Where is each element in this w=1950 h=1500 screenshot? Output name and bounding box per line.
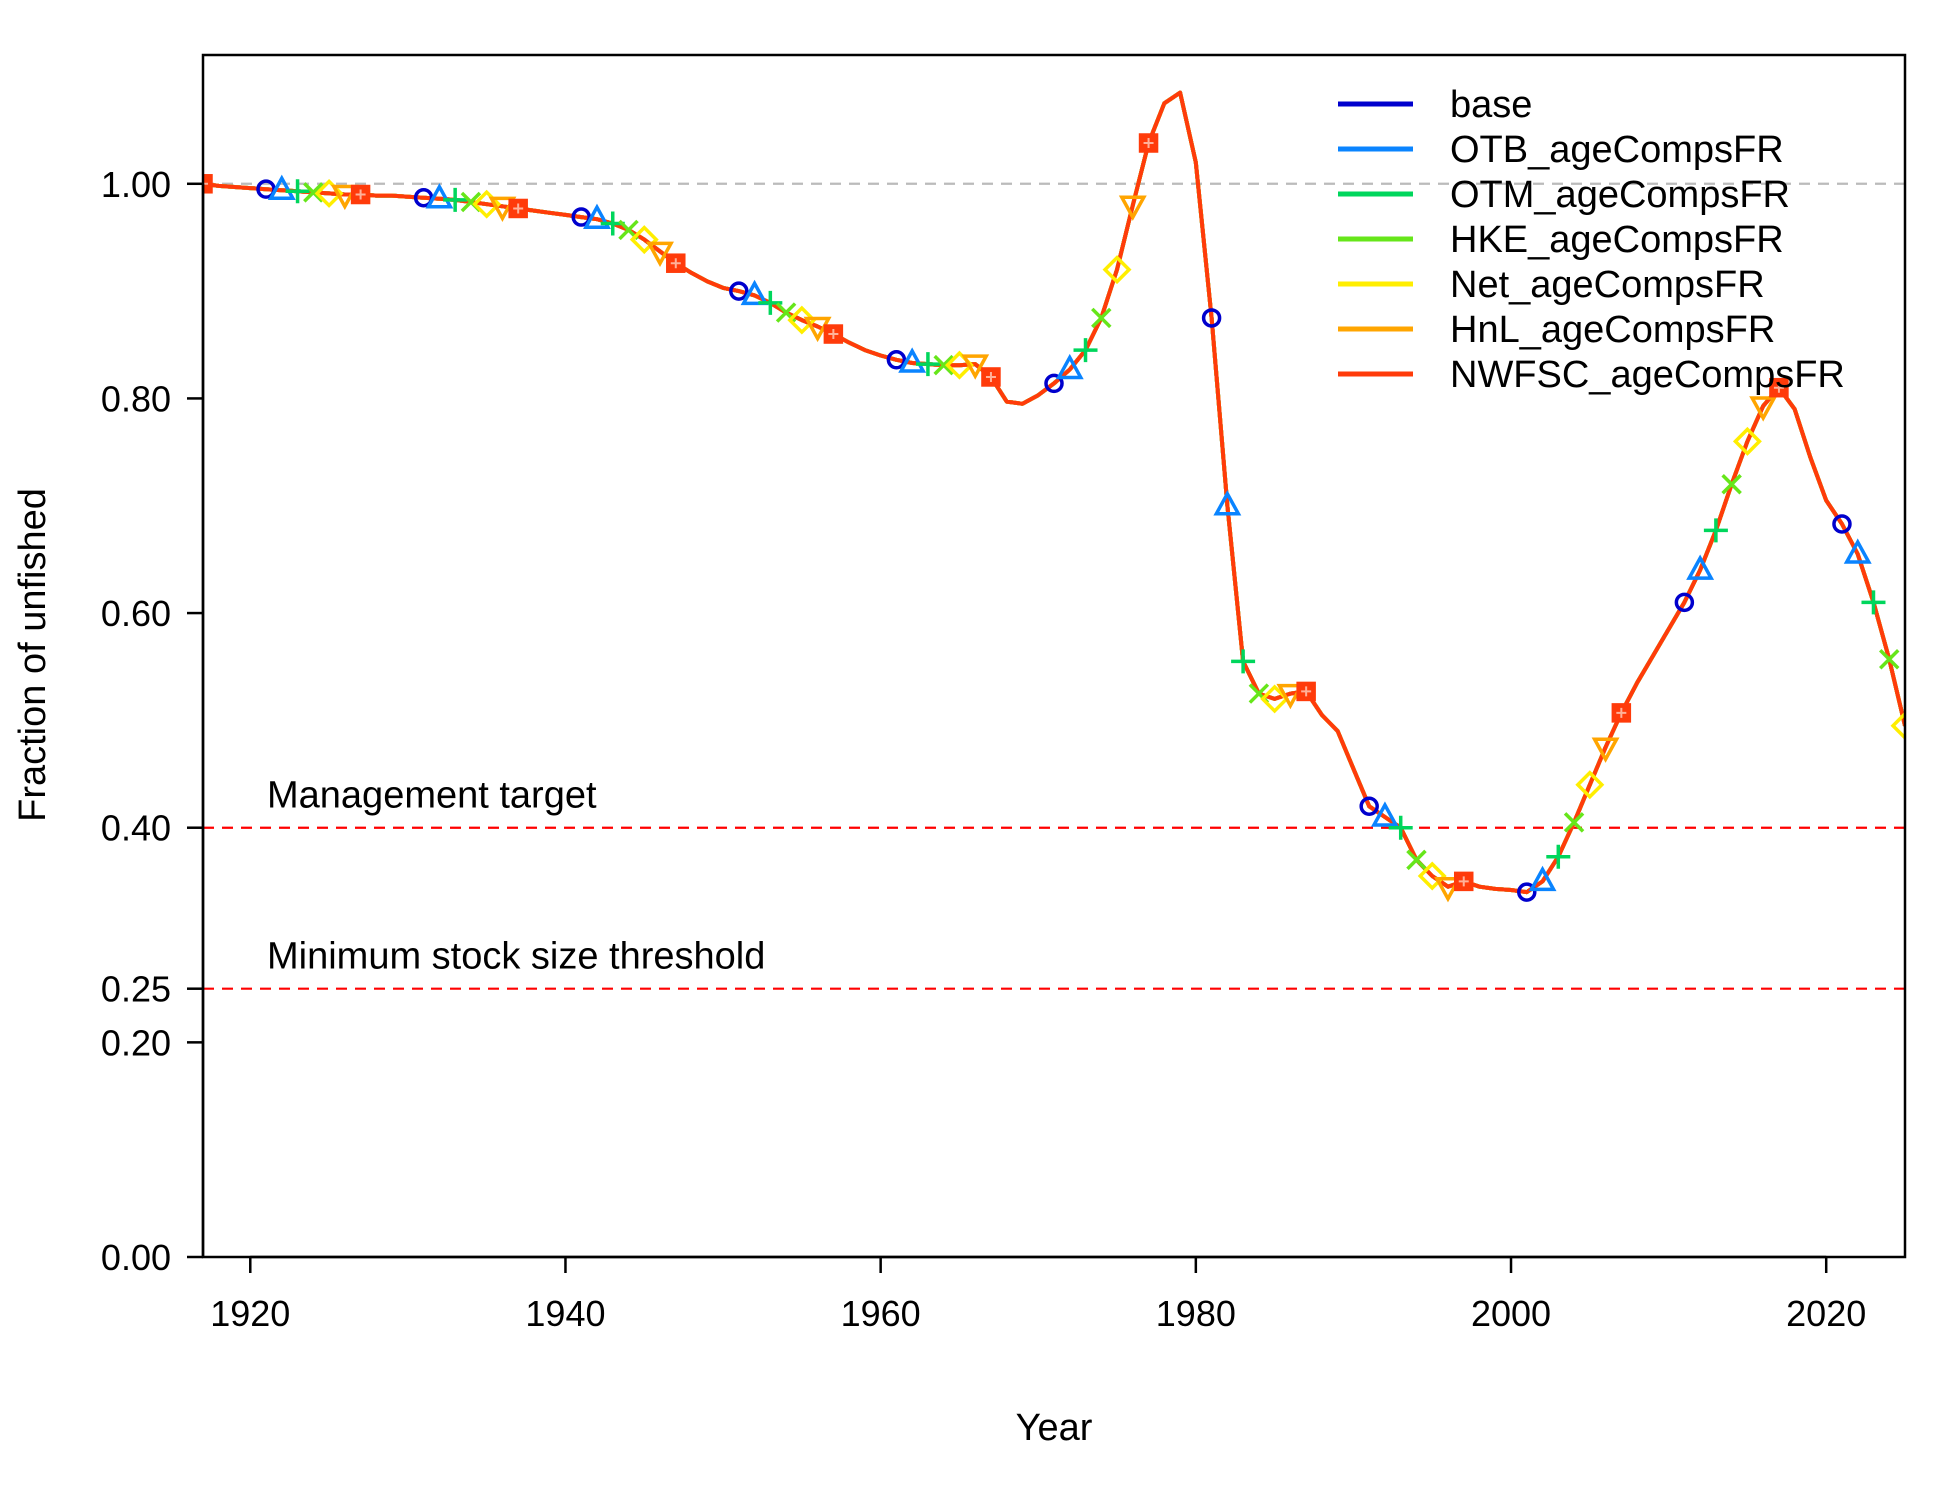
series-point	[285, 179, 310, 204]
legend-label: Net_ageCompsFR	[1450, 264, 1765, 306]
legend-label: HKE_ageCompsFR	[1450, 219, 1784, 261]
series-point	[1406, 849, 1427, 871]
series-point	[1703, 518, 1728, 543]
series-point	[1843, 538, 1872, 564]
series-point	[1213, 490, 1242, 516]
series-point	[1296, 681, 1316, 702]
series-point	[1091, 307, 1112, 329]
y-tick-label: 0.40	[101, 808, 171, 849]
series-point	[350, 184, 371, 205]
series-point	[1879, 648, 1900, 670]
series-point	[803, 316, 832, 343]
series-point	[488, 196, 517, 222]
series-point	[1575, 770, 1605, 800]
series-point	[1769, 377, 1789, 398]
series-point	[1434, 876, 1462, 903]
y-tick-label: 0.20	[101, 1022, 171, 1063]
series-point	[1138, 133, 1159, 153]
series-point	[1102, 255, 1132, 285]
series-point	[666, 253, 686, 273]
series-lines	[203, 90, 1905, 895]
series-point	[1591, 737, 1620, 763]
series-point	[303, 182, 324, 203]
series-point	[1674, 592, 1695, 613]
x-tick-label: 1980	[1156, 1293, 1236, 1334]
series-point	[1563, 812, 1585, 833]
series-point	[1517, 882, 1537, 902]
series-point	[1832, 514, 1852, 534]
series-point	[571, 207, 591, 227]
series-point	[1890, 711, 1905, 741]
series-point	[425, 183, 454, 209]
series-point	[933, 354, 954, 376]
series-point	[1370, 801, 1399, 827]
series-point	[1417, 861, 1447, 891]
series-point	[629, 225, 659, 255]
x-tick-label: 1960	[841, 1293, 921, 1334]
series-point	[1861, 590, 1886, 615]
y-tick-label: 0.60	[101, 593, 171, 634]
legend: baseOTB_ageCompsFROTM_ageCompsFRHKE_ageC…	[1338, 84, 1845, 396]
legend-label: NWFSC_ageCompsFR	[1450, 354, 1845, 396]
legend-label: base	[1450, 84, 1532, 126]
series-point	[886, 350, 907, 370]
series-point	[1359, 796, 1379, 816]
x-axis-title: Year	[1016, 1407, 1093, 1449]
series-point	[1118, 195, 1147, 221]
legend-label: OTB_ageCompsFR	[1450, 129, 1784, 171]
series-point	[203, 174, 213, 194]
y-tick-label: 0.00	[101, 1237, 171, 1278]
series-point	[740, 279, 769, 306]
series-point	[1073, 338, 1098, 363]
series-point	[787, 305, 817, 335]
series-point	[898, 347, 927, 373]
x-tick-label: 1940	[525, 1293, 605, 1334]
x-tick-label: 1920	[210, 1293, 290, 1334]
series-point	[1276, 683, 1305, 710]
reference-line-label: Management target	[267, 775, 597, 817]
series-point	[267, 174, 296, 200]
reference-line-labels: Management target Minimum stock size thre…	[267, 775, 765, 978]
y-tick-label: 1.00	[101, 164, 171, 205]
y-tick-label: 0.25	[101, 969, 171, 1010]
series-point	[1044, 373, 1064, 394]
reference-line-label: Minimum stock size threshold	[267, 936, 765, 978]
series-point	[1686, 554, 1715, 580]
legend-label: HnL_ageCompsFR	[1450, 309, 1775, 351]
x-tick-label: 2000	[1471, 1293, 1551, 1334]
series-point	[1732, 426, 1762, 456]
series-point	[330, 184, 359, 211]
series-point	[1528, 865, 1557, 892]
series-point	[823, 324, 844, 344]
legend-label: OTM_ageCompsFR	[1450, 174, 1790, 216]
series-point	[1611, 703, 1632, 723]
series-point	[1749, 396, 1778, 422]
series-point	[646, 241, 674, 268]
series-point	[981, 367, 1001, 387]
x-tick-label: 2020	[1786, 1293, 1866, 1334]
series-point	[1388, 815, 1413, 840]
series-point	[961, 354, 990, 380]
series-point	[1231, 649, 1256, 674]
series-markers	[203, 133, 1905, 903]
series-point	[443, 187, 468, 212]
series-point	[729, 281, 749, 301]
series-point	[1721, 474, 1742, 495]
series-point	[508, 198, 528, 219]
series-point	[1201, 308, 1222, 328]
y-tick-label: 0.80	[101, 378, 171, 419]
x-axis: 1920 1940 1960 1980 2000 2020	[210, 1255, 1866, 1334]
y-axis: 0.00 0.20 0.25 0.40 0.60 0.80 1.00	[101, 164, 205, 1278]
series-point	[472, 189, 502, 219]
series-point	[583, 203, 611, 229]
series-point	[1453, 871, 1474, 892]
series-point	[1546, 844, 1571, 869]
series-point	[915, 352, 940, 377]
series-point	[1055, 353, 1084, 380]
y-axis-title: Fraction of unfished	[12, 488, 54, 822]
